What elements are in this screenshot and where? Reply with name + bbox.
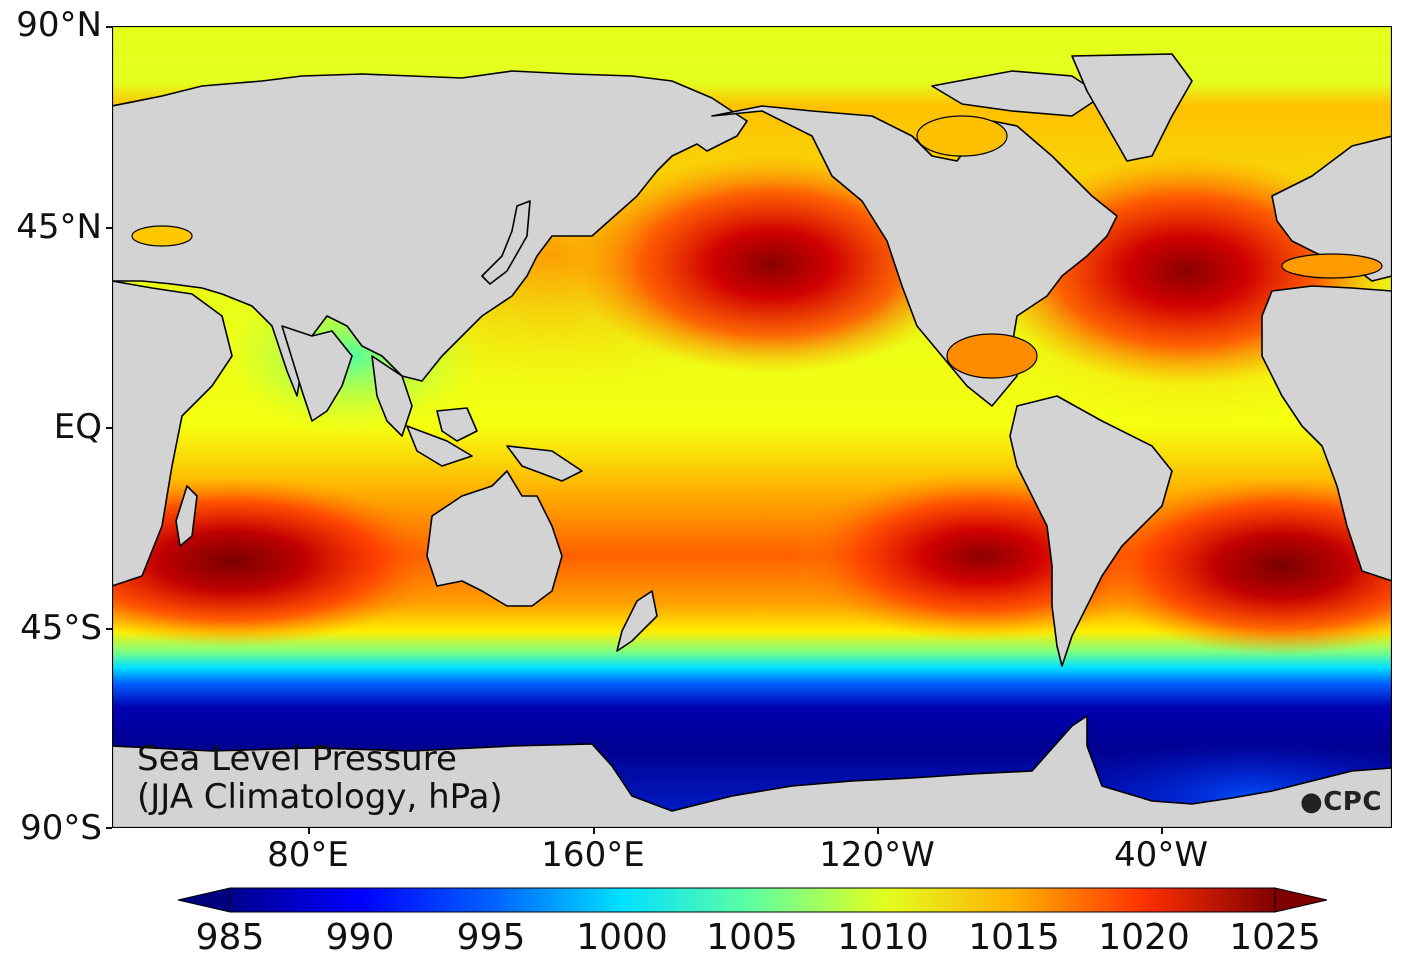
- new-zealand-land: [616, 590, 658, 652]
- map-frame: [112, 26, 1392, 828]
- africa-land: [112, 280, 233, 587]
- map-title-line2: (JJA Climatology, hPa): [137, 777, 503, 817]
- lat-tick: [106, 26, 112, 28]
- slp-map: [112, 26, 1392, 828]
- map-title: Sea Level Pressure (JJA Climatology, hPa…: [137, 740, 503, 816]
- new-guinea-land: [506, 445, 583, 482]
- gulf-of-mexico: [946, 333, 1038, 379]
- madagascar-land: [175, 485, 198, 547]
- mediterranean-sea: [1281, 253, 1383, 279]
- south-atlantic-high: [1092, 476, 1392, 656]
- lon-tick: [1161, 828, 1163, 834]
- colorbar-label: 985: [195, 917, 265, 958]
- colorbar-label: 995: [456, 917, 526, 958]
- colorbar-label: 1005: [706, 917, 798, 958]
- lon-label-160e: 160°E: [541, 835, 645, 875]
- australia-land: [426, 470, 563, 607]
- caspian-sea: [131, 225, 193, 247]
- lat-tick: [106, 227, 112, 229]
- lat-label-90s: 90°S: [20, 808, 102, 848]
- se-asia-land: [371, 355, 413, 437]
- lat-label-45n: 45°N: [16, 207, 102, 247]
- indonesia-land: [406, 425, 473, 467]
- lon-label-80e: 80°E: [267, 835, 349, 875]
- colorbar-label: 990: [325, 917, 395, 958]
- lat-label-90n: 90°N: [16, 5, 102, 45]
- lat-tick: [106, 628, 112, 630]
- colorbar-label: 1020: [1098, 917, 1190, 958]
- south-america-land: [1009, 395, 1173, 667]
- north-america-land: [711, 105, 1118, 407]
- lon-label-40w: 40°W: [1114, 835, 1208, 875]
- cpc-logo-text: CPC: [1323, 787, 1382, 817]
- arctic-islands-land: [931, 70, 1103, 117]
- colorbar-bar: [229, 887, 1276, 913]
- europe-land: [1271, 135, 1392, 282]
- lat-tick: [106, 827, 112, 829]
- lat-label-eq: EQ: [53, 407, 102, 447]
- colorbar-label: 1025: [1229, 917, 1321, 958]
- west-africa-land: [1261, 285, 1392, 582]
- cpc-logo: ●CPC: [1300, 787, 1382, 817]
- borneo-land: [436, 407, 478, 442]
- lon-tick: [308, 828, 310, 834]
- lon-tick: [593, 828, 595, 834]
- india-land: [281, 325, 353, 422]
- colorbar-extend-min: [177, 887, 231, 913]
- colorbar-label: 1000: [576, 917, 668, 958]
- antarctica-land: [112, 715, 1392, 828]
- cpc-logo-icon: ●: [1300, 787, 1324, 817]
- colorbar-label: 1010: [837, 917, 929, 958]
- lat-tick: [106, 427, 112, 429]
- lon-label-120w: 120°W: [819, 835, 935, 875]
- greenland-land: [1071, 53, 1193, 162]
- colorbar-extend-max: [1274, 887, 1328, 913]
- colorbar-label: 1015: [968, 917, 1060, 958]
- map-title-line1: Sea Level Pressure: [137, 739, 457, 779]
- japan-land: [481, 200, 531, 285]
- slp-map-canvas: [112, 26, 1392, 828]
- hudson-bay: [916, 115, 1008, 157]
- lat-label-45s: 45°S: [20, 608, 102, 648]
- eurasia-land: [112, 70, 748, 397]
- lon-tick: [877, 828, 879, 834]
